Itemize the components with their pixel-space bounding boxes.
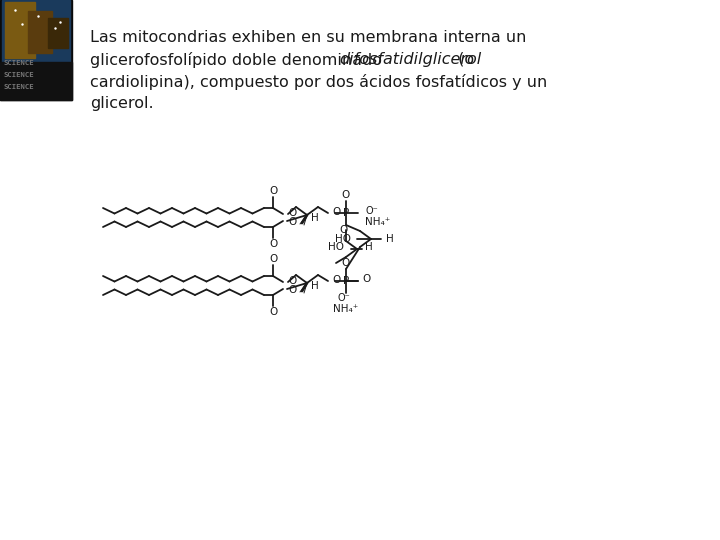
Text: Las mitocondrias exhiben en su membrana interna un: Las mitocondrias exhiben en su membrana …: [90, 30, 526, 45]
Text: glicerol.: glicerol.: [90, 96, 153, 111]
Text: O: O: [288, 285, 296, 295]
Text: SCIENCE: SCIENCE: [3, 84, 34, 90]
Text: O: O: [288, 208, 296, 218]
Text: P: P: [343, 276, 349, 286]
Text: H: H: [311, 281, 319, 291]
Bar: [5, 2, 35, 58]
Text: O⁻: O⁻: [365, 206, 378, 216]
Text: O: O: [288, 276, 296, 286]
Text: (o: (o: [453, 52, 474, 67]
Text: O: O: [269, 254, 277, 264]
Bar: [48, 18, 68, 48]
Text: H: H: [386, 234, 394, 244]
Bar: [0, 0, 72, 100]
Text: glicerofosfolípido doble denominado: glicerofosfolípido doble denominado: [90, 52, 387, 68]
Text: O: O: [342, 190, 350, 200]
Bar: [28, 11, 52, 53]
Text: O: O: [269, 307, 277, 317]
Text: cardiolipina), compuesto por dos ácidos fosfatídicos y un: cardiolipina), compuesto por dos ácidos …: [90, 74, 547, 90]
Text: NH₄⁺: NH₄⁺: [333, 304, 359, 314]
Text: O: O: [340, 225, 348, 235]
Text: O: O: [332, 275, 341, 285]
Text: O: O: [342, 258, 350, 268]
Text: O: O: [362, 274, 370, 284]
Text: P: P: [343, 208, 349, 218]
Text: O: O: [269, 186, 277, 196]
Text: NH₄⁺: NH₄⁺: [365, 217, 390, 227]
Bar: [2, 0, 70, 65]
Text: O: O: [332, 207, 341, 217]
Text: O: O: [288, 217, 296, 227]
Text: H: H: [365, 242, 373, 252]
Text: SCIENCE: SCIENCE: [3, 60, 34, 66]
Text: difosfatidilglicerol: difosfatidilglicerol: [339, 52, 481, 67]
Text: HO: HO: [335, 234, 351, 244]
Bar: [0, 62, 72, 100]
Text: SCIENCE: SCIENCE: [3, 72, 34, 78]
Text: O⁻: O⁻: [338, 293, 351, 303]
Text: HO: HO: [328, 242, 344, 252]
Text: O: O: [269, 239, 277, 249]
Text: H: H: [311, 213, 319, 223]
